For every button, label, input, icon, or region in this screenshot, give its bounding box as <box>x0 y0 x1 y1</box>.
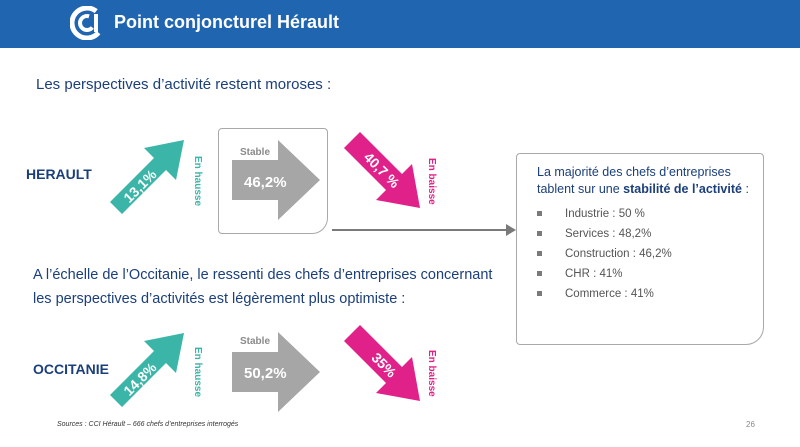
footer-source: Sources : CCI Hérault – 666 chefs d’entr… <box>57 421 239 428</box>
summary-text-bold: stabilité de l’activité <box>623 182 742 196</box>
list-item: Services : 48,2% <box>537 224 672 244</box>
down-arrow-icon <box>344 325 420 401</box>
down-arrow-icon <box>344 132 420 208</box>
occitanie-intro-text: A l’échelle de l’Occitanie, le ressenti … <box>33 263 492 311</box>
herault-stable-label: Stable <box>240 147 271 158</box>
summary-box: La majorité des chefs d’entreprises tabl… <box>516 153 764 345</box>
occitanie-up-label: En hausse <box>192 347 203 398</box>
summary-text-after: : <box>741 182 749 196</box>
summary-list: Industrie : 50 % Services : 48,2% Constr… <box>537 204 672 304</box>
occitanie-stable-label: Stable <box>240 336 271 347</box>
intro-text: Les perspectives d’activité restent moro… <box>36 76 332 93</box>
connector-arrowhead-icon <box>506 224 516 236</box>
list-item-label: Construction : 46,2% <box>565 248 672 260</box>
occitanie-text-line1: A l’échelle de l’Occitanie, le ressenti … <box>33 267 493 283</box>
header-title: Point conjoncturel Hérault <box>114 12 340 32</box>
region-label-herault: HERAULT <box>26 166 92 182</box>
list-item-label: Industrie : 50 % <box>565 208 645 220</box>
region-label-occitanie: OCCITANIE <box>33 361 109 377</box>
right-arrow-icon <box>232 140 320 220</box>
bullet-icon <box>537 271 542 276</box>
herault-stable-value: 46,2% <box>244 174 287 191</box>
header-bar: Point conjoncturel Hérault <box>0 0 800 48</box>
list-item-label: Services : 48,2% <box>565 228 652 240</box>
summary-text-before: La majorité des chefs d’entreprises tabl… <box>537 165 731 196</box>
cci-logo-icon <box>70 6 104 40</box>
summary-text: La majorité des chefs d’entreprises tabl… <box>537 164 757 198</box>
list-item: Industrie : 50 % <box>537 204 672 224</box>
list-item: CHR : 41% <box>537 264 672 284</box>
connector-line <box>332 229 512 231</box>
occitanie-stable-value: 50,2% <box>244 365 287 382</box>
bullet-icon <box>537 251 542 256</box>
right-arrow-icon <box>232 332 320 412</box>
up-arrow-icon <box>110 333 184 407</box>
herault-down-label: En baisse <box>426 158 437 205</box>
list-item: Construction : 46,2% <box>537 244 672 264</box>
bullet-icon <box>537 291 542 296</box>
stable-highlight-box <box>218 128 328 234</box>
page-number: 26 <box>746 420 755 429</box>
herault-up-label: En hausse <box>192 156 203 207</box>
list-item-label: Commerce : 41% <box>565 288 654 300</box>
bullet-icon <box>537 211 542 216</box>
list-item-label: CHR : 41% <box>565 268 623 280</box>
occitanie-down-label: En baisse <box>426 350 437 397</box>
bullet-icon <box>537 231 542 236</box>
list-item: Commerce : 41% <box>537 284 672 304</box>
occitanie-text-line2: les perspectives d’activités est légèrem… <box>33 291 406 307</box>
up-arrow-icon <box>110 140 184 214</box>
